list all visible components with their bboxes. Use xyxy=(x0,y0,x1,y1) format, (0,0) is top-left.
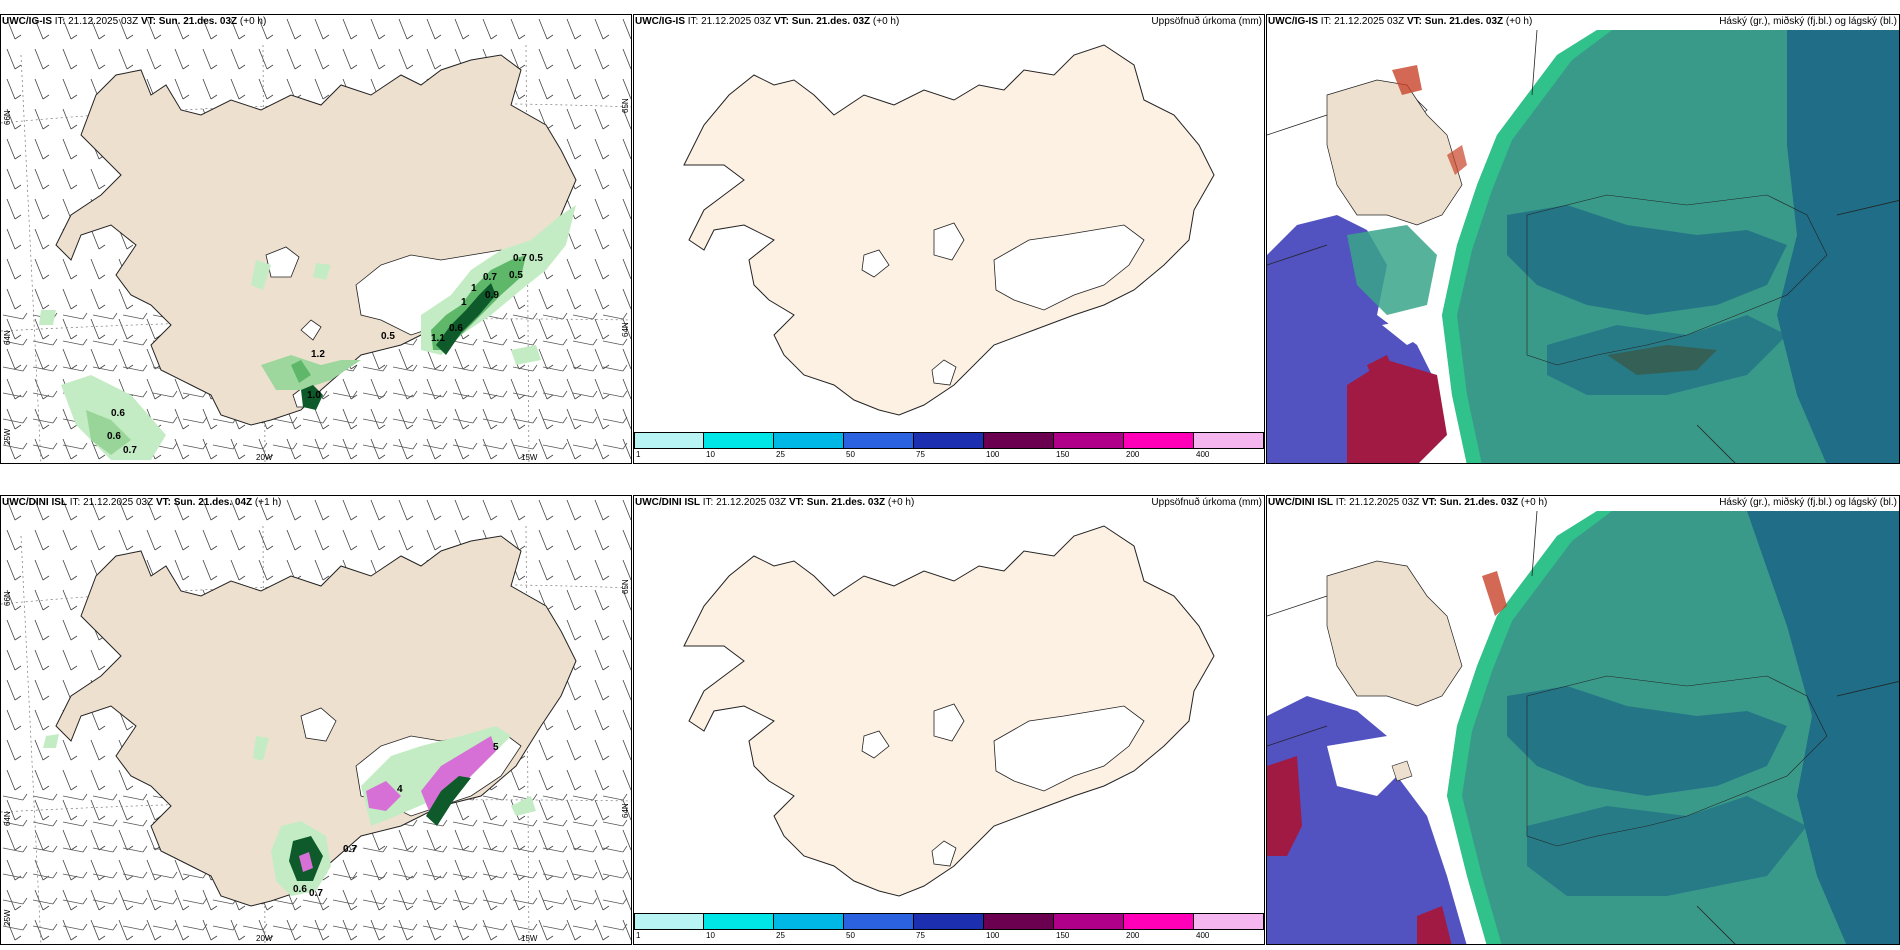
cloud-cover-panel: UWC/DINI ISL IT: 21.12.2025 03Z VT: Sun.… xyxy=(1266,495,1900,945)
precip-wind-map-panel: UWC/DINI ISL IT: 21.12.2025 03Z VT: Sun.… xyxy=(0,495,632,945)
precip-value: 1.0 xyxy=(307,390,321,401)
precip-colorbar: 1 10 25 50 75 100 150 200 400 xyxy=(634,913,1264,943)
colorbar-swatch xyxy=(914,432,984,449)
precip-value: 0.7 xyxy=(513,253,527,264)
colorbar-label: 150 xyxy=(1056,450,1070,459)
lon-label-15w: 15W xyxy=(521,934,538,943)
precip-value: 0.7 xyxy=(483,272,497,283)
lat-label-64n-right: 64N xyxy=(621,322,630,337)
precip-value: 0.9 xyxy=(485,290,499,301)
colorbar-swatch xyxy=(844,913,914,930)
colorbar-swatch xyxy=(774,432,844,449)
panel-title: UWC/DINI ISL IT: 21.12.2025 03Z VT: Sun.… xyxy=(2,497,282,508)
colorbar-swatch xyxy=(1194,913,1264,930)
colorbar-swatch xyxy=(984,432,1054,449)
panel-title: UWC/IG-IS IT: 21.12.2025 03Z VT: Sun. 21… xyxy=(635,16,900,27)
iceland-wind-map xyxy=(1,496,631,944)
precip-value: 0.5 xyxy=(381,331,395,342)
accumulated-precip-panel: UWC/DINI ISL IT: 21.12.2025 03Z VT: Sun.… xyxy=(633,495,1265,945)
lat-label-66n: 66N xyxy=(3,110,12,125)
lat-label-65n-right: 65N xyxy=(621,98,630,113)
colorbar-swatch xyxy=(774,913,844,930)
colorbar-label: 400 xyxy=(1196,931,1210,940)
colorbar-label: 200 xyxy=(1126,931,1140,940)
colorbar-swatch xyxy=(1054,913,1124,930)
lat-label-64n-right: 64N xyxy=(621,803,630,818)
precip-wind-map-panel: UWC/IG-IS IT: 21.12.2025 03Z VT: Sun. 21… xyxy=(0,14,632,464)
iceland-wind-map xyxy=(1,15,631,463)
colorbar-label: 200 xyxy=(1126,450,1140,459)
colorbar-label: 50 xyxy=(846,931,855,940)
colorbar-label: 100 xyxy=(986,450,1000,459)
precip-value: 0.7 xyxy=(343,844,357,855)
lat-label-64n: 64N xyxy=(3,330,12,345)
precip-value: 0.6 xyxy=(107,431,121,442)
panel-title: UWC/IG-IS IT: 21.12.2025 03Z VT: Sun. 21… xyxy=(2,16,267,27)
cloud-cover-panel: UWC/IG-IS IT: 21.12.2025 03Z VT: Sun. 21… xyxy=(1266,14,1900,464)
precip-value: 1 xyxy=(461,297,467,308)
colorbar-label: 75 xyxy=(916,450,925,459)
panel-variable-label: Uppsöfnuð úrkoma (mm) xyxy=(1151,16,1262,27)
lat-label-25w: 25W xyxy=(3,909,12,926)
iceland-precip-map xyxy=(683,525,1215,897)
iceland-cloud-map xyxy=(1267,496,1899,944)
iceland-cloud-map xyxy=(1267,15,1899,463)
accumulated-precip-panel: UWC/IG-IS IT: 21.12.2025 03Z VT: Sun. 21… xyxy=(633,14,1265,464)
precip-value: 0.6 xyxy=(111,408,125,419)
lat-label-25w: 25W xyxy=(3,428,12,445)
colorbar-label: 1 xyxy=(636,450,641,459)
precip-value: 5 xyxy=(493,742,499,753)
colorbar-label: 400 xyxy=(1196,450,1210,459)
panel-variable-label: Háský (gr.), miðský (fj.bl.) og lágský (… xyxy=(1719,16,1897,27)
colorbar-swatch xyxy=(704,432,774,449)
precip-value: 0.7 xyxy=(123,445,137,456)
colorbar-swatch xyxy=(844,432,914,449)
colorbar-swatch xyxy=(634,913,704,930)
precip-colorbar: 1 10 25 50 75 100 150 200 400 xyxy=(634,432,1264,462)
precip-value: 0.5 xyxy=(529,253,543,264)
precip-value: 4 xyxy=(397,784,403,795)
colorbar-label: 10 xyxy=(706,450,715,459)
precip-value: 1.2 xyxy=(311,349,325,360)
lon-label-15w: 15W xyxy=(521,453,538,462)
colorbar-swatch xyxy=(1124,913,1194,930)
panel-title: UWC/DINI ISL IT: 21.12.2025 03Z VT: Sun.… xyxy=(1268,497,1548,508)
lon-label-20w: 20W xyxy=(256,934,273,943)
colorbar-label: 25 xyxy=(776,450,785,459)
panel-variable-label: Háský (gr.), miðský (fj.bl.) og lágský (… xyxy=(1719,497,1897,508)
lat-label-64n: 64N xyxy=(3,811,12,826)
panel-title: UWC/DINI ISL IT: 21.12.2025 03Z VT: Sun.… xyxy=(635,497,915,508)
precip-value: 0.7 xyxy=(309,888,323,899)
colorbar-swatch xyxy=(914,913,984,930)
colorbar-label: 10 xyxy=(706,931,715,940)
lat-label-65n-right: 65N xyxy=(621,579,630,594)
colorbar-swatch xyxy=(1054,432,1124,449)
colorbar-label: 100 xyxy=(986,931,1000,940)
iceland-precip-map xyxy=(683,44,1215,416)
colorbar-label: 50 xyxy=(846,450,855,459)
colorbar-swatch xyxy=(984,913,1054,930)
colorbar-label: 75 xyxy=(916,931,925,940)
colorbar-label: 150 xyxy=(1056,931,1070,940)
colorbar-swatch xyxy=(1124,432,1194,449)
colorbar-label: 1 xyxy=(636,931,641,940)
precip-value: 0.6 xyxy=(449,323,463,334)
lon-label-20w: 20W xyxy=(256,453,273,462)
panel-title: UWC/IG-IS IT: 21.12.2025 03Z VT: Sun. 21… xyxy=(1268,16,1533,27)
panel-variable-label: Uppsöfnuð úrkoma (mm) xyxy=(1151,497,1262,508)
precip-value: 1 xyxy=(471,283,477,294)
colorbar-swatch xyxy=(634,432,704,449)
colorbar-swatch xyxy=(1194,432,1264,449)
colorbar-label: 25 xyxy=(776,931,785,940)
colorbar-swatch xyxy=(704,913,774,930)
lat-label-66n: 66N xyxy=(3,591,12,606)
precip-value: 1.1 xyxy=(431,333,445,344)
precip-value: 0.6 xyxy=(293,884,307,895)
precip-value: 0.5 xyxy=(509,270,523,281)
